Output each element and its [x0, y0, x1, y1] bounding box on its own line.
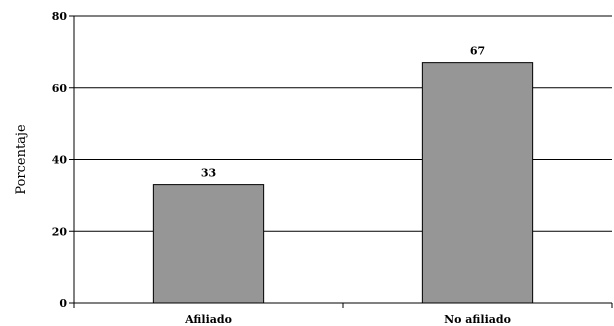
x-category-label: No afiliado: [444, 313, 511, 326]
data-labels: 33 67: [201, 45, 485, 180]
y-tick-label: 0: [59, 297, 67, 310]
y-tick-label: 60: [52, 82, 68, 95]
axes: [69, 15, 613, 308]
y-axis-title: Porcentaje: [14, 124, 29, 195]
data-label: 67: [470, 45, 485, 58]
bar-no-afiliado: [421, 62, 534, 304]
data-label: 33: [201, 167, 216, 180]
y-tick-label: 40: [52, 154, 68, 167]
y-tick-label: 80: [52, 10, 68, 23]
bars: [152, 62, 534, 304]
x-tick-labels: Afiliado No afiliado: [184, 313, 511, 326]
y-tick-labels: 0 20 40 60 80: [52, 10, 68, 310]
x-category-label: Afiliado: [184, 313, 232, 326]
y-tick-label: 20: [52, 225, 68, 238]
bar-afiliado: [152, 184, 265, 304]
